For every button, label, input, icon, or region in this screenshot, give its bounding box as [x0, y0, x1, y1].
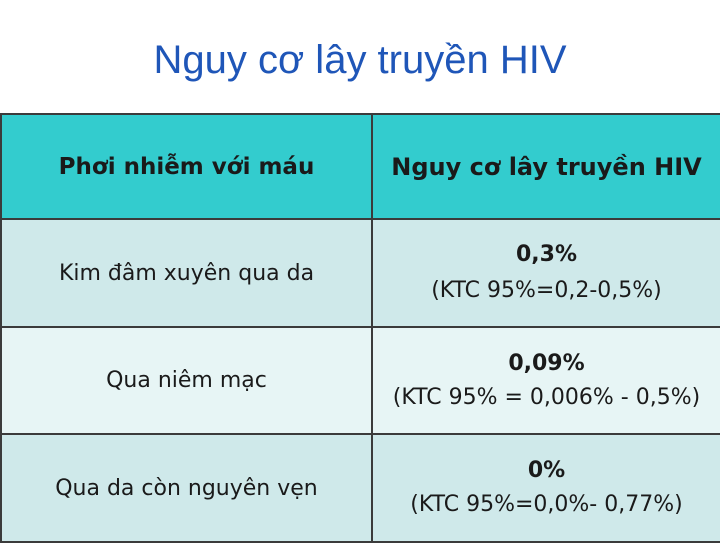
- hiv-risk-table: Phơi nhiễm với máu Nguy cơ lây truyền HI…: [0, 113, 720, 543]
- risk-ci: (KTC 95%=0,2-0,5%): [431, 278, 662, 303]
- risk-ci: (KTC 95%=0,0%- 0,77%): [410, 492, 683, 517]
- exposure-cell: Kim đâm xuyên qua da: [0, 218, 373, 328]
- risk-value: 0%: [527, 458, 566, 483]
- exposure-cell: Qua niêm mạc: [0, 326, 373, 435]
- risk-value: 0,09%: [508, 350, 585, 376]
- page-title: Nguy cơ lây truyền HIV: [153, 38, 567, 82]
- table-header-row: Phơi nhiễm với máu Nguy cơ lây truyền HI…: [0, 113, 720, 220]
- risk-cell: 0,3% (KTC 95%=0,2-0,5%): [371, 218, 720, 328]
- table-row: Qua niêm mạc 0,09% (KTC 95% = 0,006% - 0…: [0, 326, 720, 435]
- table-row: Qua da còn nguyên vẹn 0% (KTC 95%=0,0%- …: [0, 433, 720, 543]
- header-risk: Nguy cơ lây truyền HIV: [371, 113, 720, 220]
- risk-cell: 0,09% (KTC 95% = 0,006% - 0,5%): [371, 326, 720, 435]
- risk-ci: (KTC 95% = 0,006% - 0,5%): [392, 384, 701, 410]
- exposure-cell: Qua da còn nguyên vẹn: [0, 433, 373, 543]
- table-row: Kim đâm xuyên qua da 0,3% (KTC 95%=0,2-0…: [0, 218, 720, 328]
- risk-cell: 0% (KTC 95%=0,0%- 0,77%): [371, 433, 720, 543]
- header-exposure: Phơi nhiễm với máu: [0, 113, 373, 220]
- risk-value: 0,3%: [515, 242, 577, 267]
